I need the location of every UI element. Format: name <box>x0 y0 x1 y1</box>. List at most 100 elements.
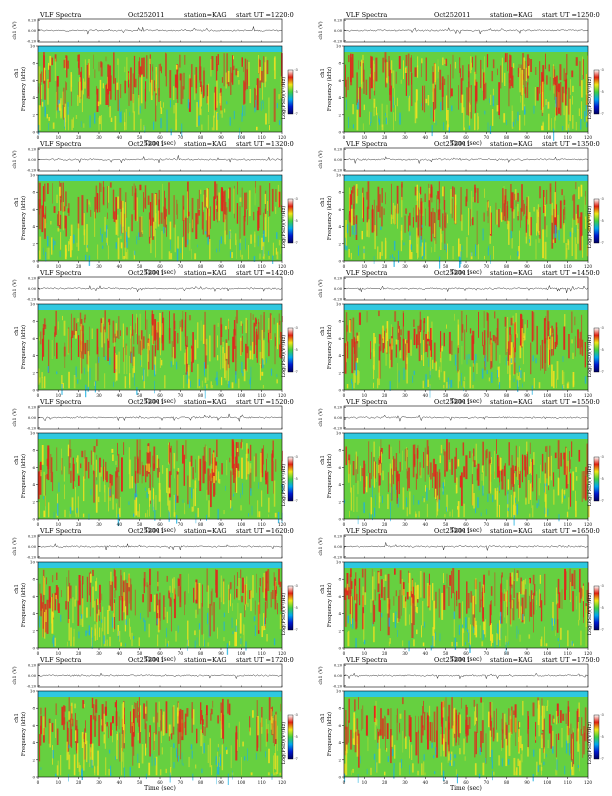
amplitude-frame <box>343 18 589 43</box>
amplitude-trace <box>343 27 589 35</box>
colorbar-gradient <box>593 456 600 502</box>
x-tick-label: 120 <box>278 651 286 656</box>
spectrum-panel: VLF Spectra Oct252011 station=KAG start UT … <box>317 11 604 147</box>
x-tick-label: 70 <box>484 135 490 140</box>
amplitude-strip: 0.20 0.00 -0.20 ch1 (V) <box>317 148 589 172</box>
colorbar: -3 -5 -7 Log(PSD)(V²/Hz) <box>586 197 604 248</box>
y-tick-label: 10 <box>30 302 36 307</box>
colorbar-label: Log(PSD)(V²/Hz) <box>280 335 287 377</box>
upper-band <box>38 562 282 569</box>
x-tick-label: 40 <box>117 264 123 269</box>
x-tick-label: 50 <box>137 522 143 527</box>
x-tick-label: 70 <box>178 264 184 269</box>
x-tick-label: 70 <box>178 135 184 140</box>
panel-start-time: start UT =1750:0 <box>542 656 600 664</box>
x-tick-label: 90 <box>218 522 224 527</box>
x-tick-label: 100 <box>237 393 245 398</box>
x-tick-label: 50 <box>443 522 449 527</box>
colorbar-tick-label: -7 <box>295 112 298 116</box>
colorbar-tick-label: -7 <box>295 370 298 374</box>
x-tick-label: 0 <box>343 135 346 140</box>
upper-band <box>38 175 282 182</box>
y-tick-label: 8 <box>338 319 341 324</box>
colorbar-tick-label: -3 <box>295 455 298 459</box>
x-tick-label: 0 <box>343 264 346 269</box>
colorbar: -3 -5 -7 Log(PSD)(V²/Hz) <box>280 584 298 635</box>
colorbar-tick-label: -3 <box>295 197 298 201</box>
x-tick-label: 120 <box>278 780 286 785</box>
amplitude-tick-label: 0.20 <box>334 19 343 23</box>
x-tick-label: 0 <box>37 264 40 269</box>
x-tick-label: 90 <box>524 651 530 656</box>
colorbar-label: Log(PSD)(V²/Hz) <box>280 206 287 248</box>
x-tick-label: 0 <box>343 522 346 527</box>
x-tick-label: 20 <box>76 264 82 269</box>
x-tick-label: 120 <box>278 264 286 269</box>
x-tick-label: 30 <box>402 522 408 527</box>
y-tick-label: 6 <box>32 594 35 599</box>
x-tick-label: 20 <box>382 264 388 269</box>
x-tick-label: 10 <box>362 651 368 656</box>
colorbar-tick-label: -5 <box>295 477 298 481</box>
y-tick-label: 0 <box>32 130 35 135</box>
colorbar-label: Log(PSD)(V²/Hz) <box>586 335 593 377</box>
x-tick-label: 50 <box>443 780 449 785</box>
panel-title: VLF Spectra <box>39 527 81 535</box>
x-tick-label: 0 <box>343 393 346 398</box>
colorbar-tick-label: -7 <box>601 370 604 374</box>
y-tick-label: 4 <box>32 611 35 616</box>
colorbar-label: Log(PSD)(V²/Hz) <box>586 77 593 119</box>
x-tick-label: 50 <box>137 393 143 398</box>
panel-start-time: start UT =1720:0 <box>236 656 294 664</box>
colorbar-tick-label: -5 <box>295 606 298 610</box>
x-tick-label: 80 <box>504 780 510 785</box>
colorbar-tick-label: -5 <box>295 90 298 94</box>
amplitude-strip: 0.20 0.00 -0.20 ch1 (V) <box>317 406 589 430</box>
upper-band <box>344 562 588 569</box>
y-tick-label: 6 <box>338 723 341 728</box>
x-tick-label: 90 <box>218 651 224 656</box>
x-tick-label: 10 <box>362 522 368 527</box>
x-tick-label: 30 <box>402 135 408 140</box>
x-tick-label: 110 <box>564 780 572 785</box>
panel-station: station=KAG <box>184 656 227 664</box>
x-axis-label: Time (sec) <box>450 527 482 534</box>
x-tick-label: 90 <box>218 393 224 398</box>
panel-station: station=KAG <box>184 398 227 406</box>
x-tick-label: 60 <box>463 522 469 527</box>
panel-title: VLF Spectra <box>345 656 387 664</box>
x-tick-label: 70 <box>178 393 184 398</box>
amplitude-strip: 0.20 0.00 -0.20 ch1 (V) <box>11 535 283 559</box>
panel-date: Oct252011 <box>434 656 470 664</box>
y-axis-label: Frequency (kHz) <box>20 583 27 627</box>
channel-label: ch1 <box>14 197 20 207</box>
y-tick-label: 0 <box>338 775 341 780</box>
x-tick-label: 120 <box>584 522 592 527</box>
y-tick-label: 2 <box>338 757 341 762</box>
colorbar-tick-label: -7 <box>295 499 298 503</box>
panel-title: VLF Spectra <box>345 269 387 277</box>
y-tick-label: 2 <box>32 241 35 246</box>
x-axis-label: Time (sec) <box>450 140 482 147</box>
channel-label: ch1 <box>14 326 20 336</box>
panel-station: station=KAG <box>184 269 227 277</box>
x-tick-label: 110 <box>258 264 266 269</box>
x-tick-label: 70 <box>484 651 490 656</box>
amplitude-tick-label: -0.20 <box>333 684 343 688</box>
amplitude-tick-label: 0.00 <box>334 158 343 162</box>
amplitude-tick-label: 0.00 <box>334 674 343 678</box>
x-tick-label: 60 <box>157 780 163 785</box>
amplitude-tick-label: -0.20 <box>27 426 37 430</box>
channel-label: ch1 <box>320 68 326 78</box>
amplitude-strip: 0.20 0.00 -0.20 ch1 (V) <box>317 535 589 559</box>
panel-date: Oct252011 <box>128 398 164 406</box>
x-tick-label: 70 <box>178 780 184 785</box>
colorbar-tick-label: -7 <box>295 757 298 761</box>
colorbar-gradient <box>287 327 294 373</box>
x-tick-label: 120 <box>584 393 592 398</box>
x-tick-label: 10 <box>56 780 62 785</box>
x-tick-label: 90 <box>524 522 530 527</box>
